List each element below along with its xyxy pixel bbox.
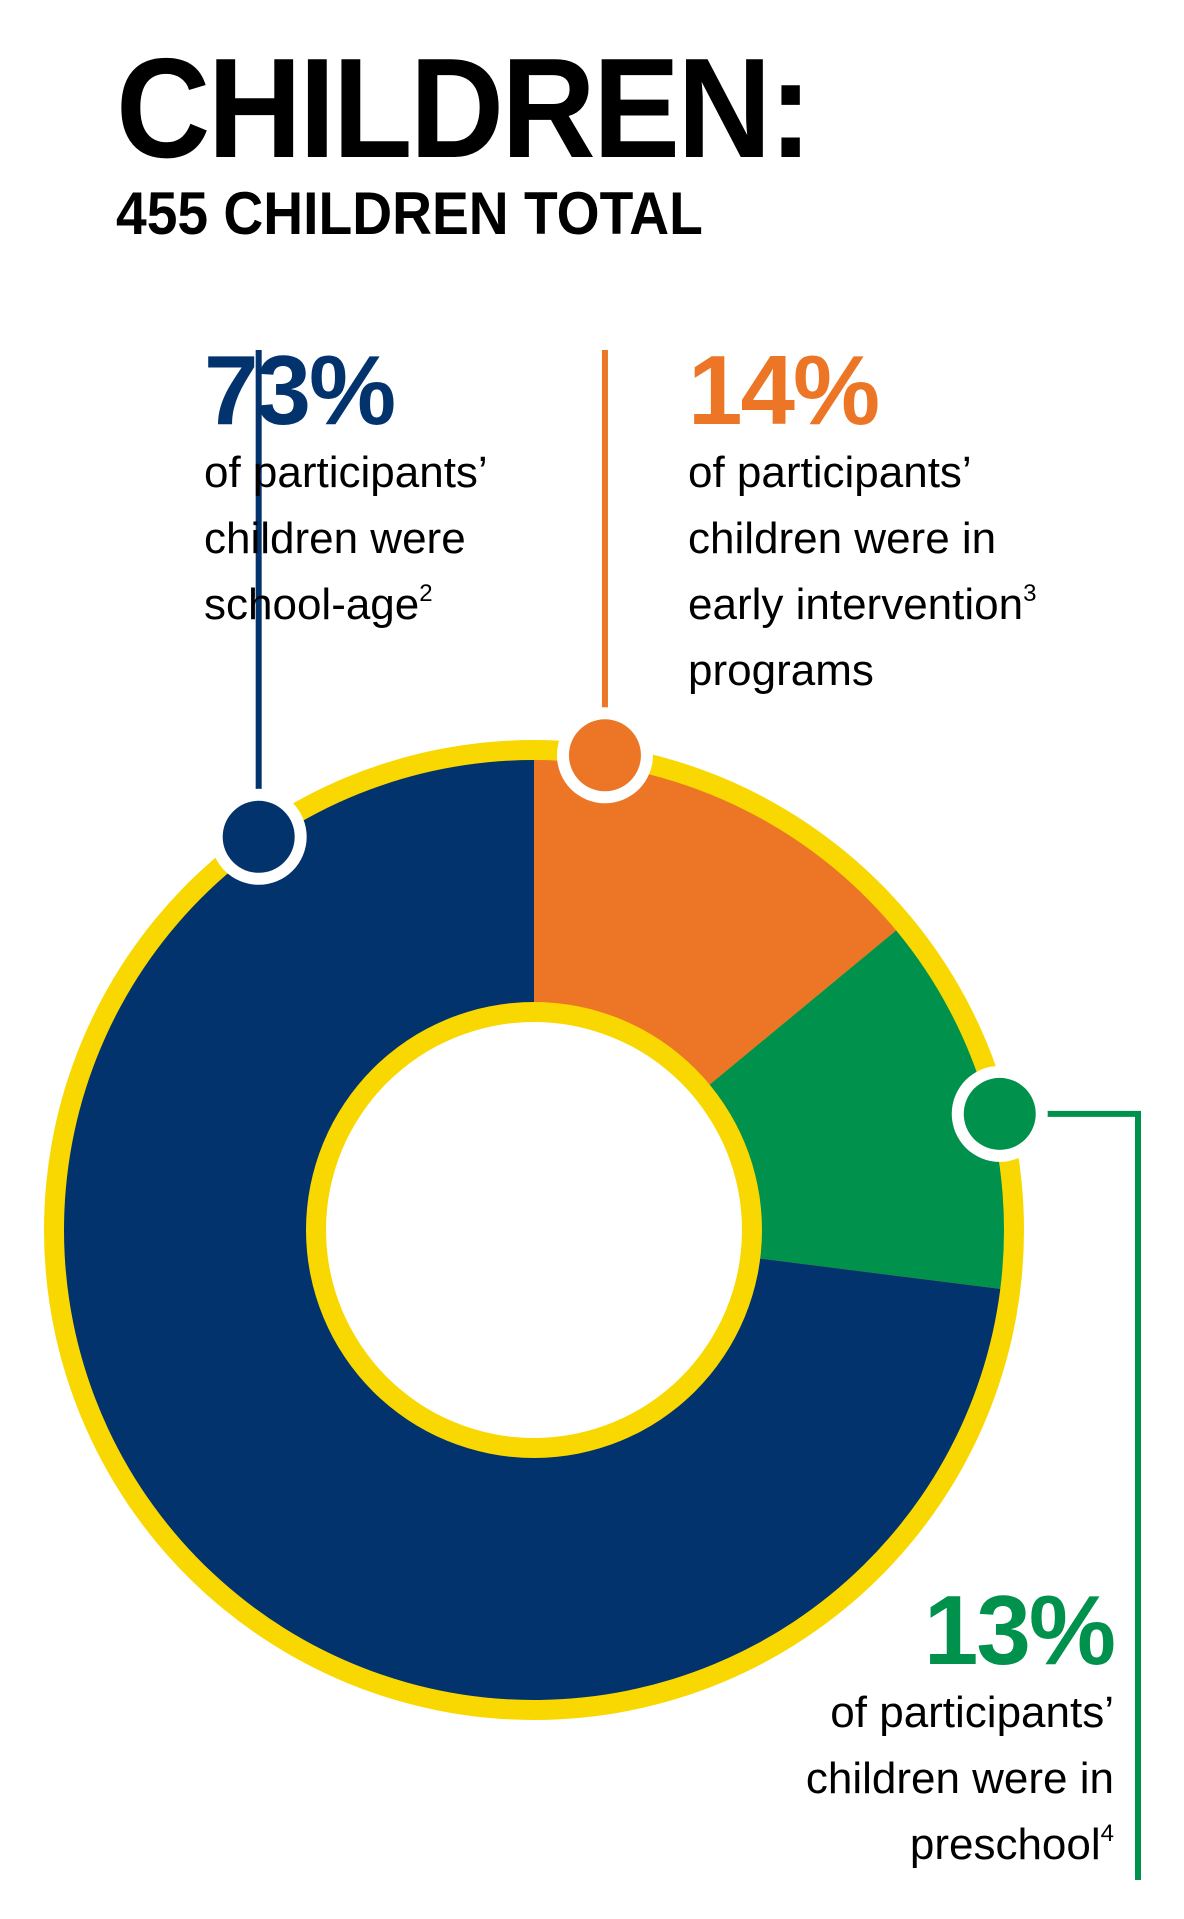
preschool-line-1: of participants’ [830, 1688, 1114, 1737]
preschool-line-2: children were in [805, 1754, 1114, 1803]
early-intervention-description: of participants’ children were in early … [688, 440, 1036, 704]
callout-preschool: 13% of participants’ children were in pr… [806, 1575, 1116, 1878]
callout-early-intervention: 14% of participants’ children were in ea… [688, 340, 1036, 704]
page-subtitle: 455 CHILDREN TOTAL [116, 180, 703, 247]
school-age-line-1: of participants’ [204, 448, 488, 497]
early-line-3: early intervention [688, 580, 1024, 629]
callout-school-age: 73% of participants’ children were schoo… [204, 340, 488, 638]
footnote-4: 4 [1100, 1820, 1114, 1847]
early-line-4: programs [688, 646, 874, 695]
school-age-marker-dot [222, 800, 295, 873]
preschool-percent: 13% [923, 1575, 1116, 1685]
donut-hole [326, 1022, 742, 1438]
early-intervention-percent: 14% [688, 335, 880, 445]
early-intervention-marker-dot [568, 719, 641, 792]
preschool-description: of participants’ children were in presch… [806, 1680, 1114, 1878]
preschool-line-3: preschool [909, 1820, 1101, 1869]
school-age-percent: 73% [204, 335, 396, 445]
preschool-marker-dot [963, 1077, 1036, 1150]
early-line-2: children were in [688, 514, 997, 563]
footnote-3: 3 [1023, 580, 1037, 607]
school-age-description: of participants’ children were school-ag… [204, 440, 488, 638]
early-line-1: of participants’ [688, 448, 972, 497]
page-title: CHILDREN: [116, 29, 812, 188]
footnote-2: 2 [419, 580, 433, 607]
school-age-line-2: children were [204, 514, 466, 563]
school-age-line-3: school-age [204, 580, 420, 629]
